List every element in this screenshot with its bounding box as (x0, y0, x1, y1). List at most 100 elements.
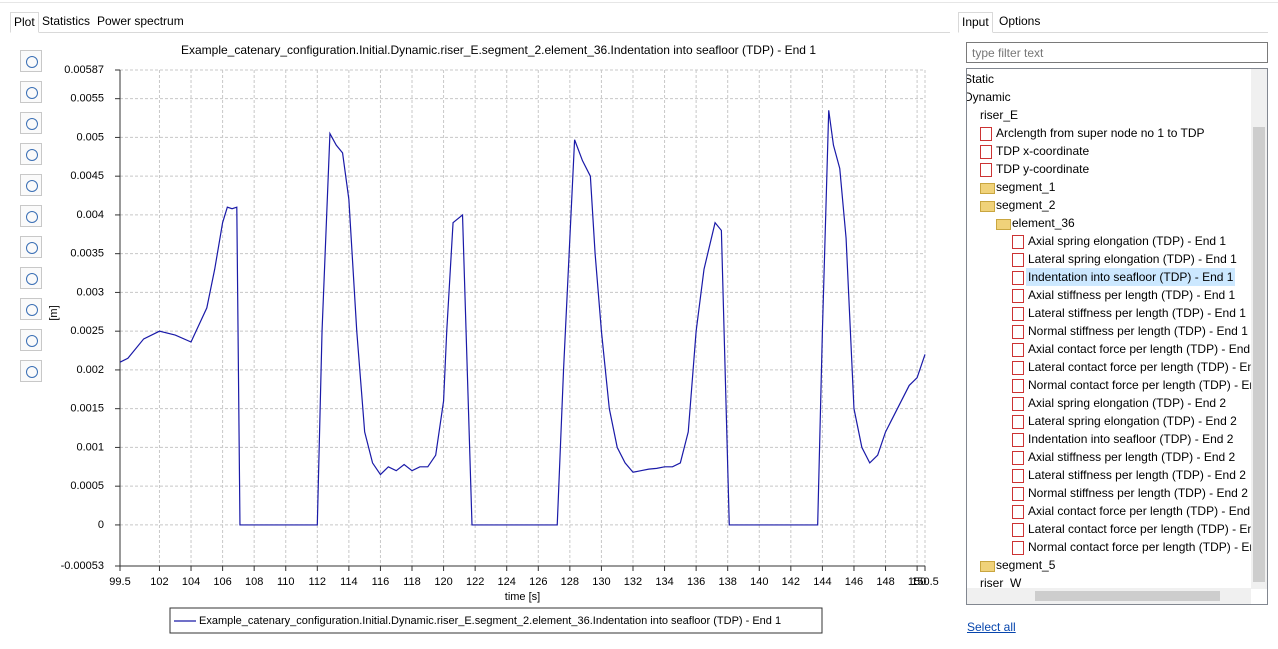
tree-item[interactable]: Lateral contact force per length (TDP) -… (1026, 520, 1267, 538)
tree-item[interactable]: Axial stiffness per length (TDP) - End 1 (1026, 286, 1237, 304)
legend-entry: Example_catenary_configuration.Initial.D… (199, 615, 781, 627)
folder-icon (980, 201, 995, 212)
tree-item-label: Lateral stiffness per length (TDP) - End… (1028, 306, 1246, 320)
y-tick-label: -0.00053 (61, 560, 104, 572)
x-tick-label: 134 (655, 576, 673, 588)
tree-item[interactable]: Normal contact force per length (TDP) - … (1026, 538, 1267, 556)
button-icon (26, 211, 38, 223)
tree-item[interactable]: Axial contact force per length (TDP) - E… (1026, 502, 1262, 520)
tree-item-label: Lateral contact force per length (TDP) -… (1028, 360, 1268, 374)
legend-box (169, 607, 823, 634)
tree-item[interactable]: Normal stiffness per length (TDP) - End … (1026, 484, 1250, 502)
x-tick-label: 148 (876, 576, 894, 588)
tree-item-label: segment_5 (996, 558, 1056, 572)
x-tick-label: 122 (466, 576, 484, 588)
button-icon (26, 56, 38, 68)
button-icon (26, 366, 38, 378)
tree-item[interactable]: Lateral stiffness per length (TDP) - End… (1026, 466, 1248, 484)
tree-item[interactable]: Lateral stiffness per length (TDP) - End… (1026, 304, 1248, 322)
x-tick-label: 116 (372, 576, 390, 588)
tree-item-label: Axial contact force per length (TDP) - E… (1028, 504, 1261, 518)
tree-item[interactable]: Arclength from super node no 1 to TDP (994, 124, 1207, 142)
tree-item-label: Axial spring elongation (TDP) - End 1 (1028, 234, 1227, 248)
x-tick-label: 124 (498, 576, 516, 588)
toolbar-button[interactable] (20, 236, 42, 258)
doc-icon (1012, 469, 1024, 483)
toolbar-button[interactable] (20, 112, 42, 134)
tree-item-label: Indentation into seafloor (TDP) - End 2 (1028, 432, 1234, 446)
tab[interactable]: Power spectrum (97, 14, 184, 28)
tree-item[interactable]: Normal stiffness per length (TDP) - End … (1026, 322, 1250, 340)
tree-item-label: Indentation into seafloor (TDP) - End 1 (1028, 270, 1234, 284)
tree-item-label: element_36 (1012, 216, 1075, 230)
tree-item[interactable]: segment_5 (994, 556, 1057, 574)
y-tick-label: 0.0015 (70, 403, 104, 415)
y-tick-label: 0.00587 (64, 64, 104, 76)
tree: riser_W segment_5 Normal contact force per… (966, 68, 1268, 605)
doc-icon (1012, 415, 1024, 429)
doc-icon (1012, 343, 1024, 357)
tab[interactable]: Input (958, 12, 993, 33)
tree-item-label: riser_W (980, 576, 1022, 590)
tree-item-label: Axial spring elongation (TDP) - End 2 (1028, 396, 1227, 410)
tree-item-label: segment_1 (996, 180, 1056, 194)
tab[interactable]: Options (999, 14, 1041, 28)
toolbar-button[interactable] (20, 329, 42, 351)
y-tick-label: 0.003 (76, 286, 104, 298)
filter-input[interactable] (966, 42, 1268, 63)
tree-item-label: Axial stiffness per length (TDP) - End 1 (1028, 288, 1236, 302)
tree-item[interactable]: Axial spring elongation (TDP) - End 1 (1026, 232, 1228, 250)
toolbar-button[interactable] (20, 143, 42, 165)
toolbar-button[interactable] (20, 267, 42, 289)
tab[interactable]: Statistics (42, 14, 91, 28)
scroll-thumb[interactable] (1035, 591, 1220, 601)
tree-item[interactable]: Lateral spring elongation (TDP) - End 2 (1026, 412, 1239, 430)
x-tick-label: 106 (213, 576, 231, 588)
toolbar-button[interactable] (20, 81, 42, 103)
tree-item[interactable]: TDP y-coordinate (994, 160, 1091, 178)
y-tick-label: 0.0045 (70, 170, 104, 182)
tree-item[interactable]: riser_W (978, 574, 1023, 592)
scroll-thumb[interactable] (1253, 127, 1265, 582)
tree-item[interactable]: Axial spring elongation (TDP) - End 2 (1026, 394, 1228, 412)
tree-item[interactable]: Indentation into seafloor (TDP) - End 1 (1026, 268, 1236, 286)
tree-item[interactable]: segment_1 (994, 178, 1057, 196)
x-tick-label: 112 (309, 576, 327, 588)
tree-item-label: Normal stiffness per length (TDP) - End … (1028, 324, 1248, 338)
tree-item[interactable]: Axial contact force per length (TDP) - E… (1026, 340, 1262, 358)
toolbar-button[interactable] (20, 298, 42, 320)
y-axis-label: [m] (48, 305, 60, 320)
tree-item[interactable]: Axial stiffness per length (TDP) - End 2 (1026, 448, 1237, 466)
toolbar-button[interactable] (20, 205, 42, 227)
tree-item[interactable]: TDP x-coordinate (994, 142, 1091, 160)
v-scrollbar[interactable] (1251, 69, 1267, 589)
button-icon (26, 149, 38, 161)
button-icon (26, 87, 38, 99)
toolbar-button[interactable] (20, 50, 42, 72)
toolbar-button[interactable] (20, 174, 42, 196)
x-tick-label: 144 (813, 576, 831, 588)
tree-item[interactable]: Lateral spring elongation (TDP) - End 1 (1026, 250, 1239, 268)
tree-item[interactable]: Dynamic (966, 88, 1013, 106)
tree-item[interactable]: segment_2 (994, 196, 1057, 214)
y-tick-label: 0.005 (76, 131, 104, 143)
select-all-link[interactable]: Select all (967, 620, 1016, 634)
x-tick-label: 108 (245, 576, 263, 588)
tree-item-label: Dynamic (966, 90, 1011, 104)
tree-item[interactable]: Indentation into seafloor (TDP) - End 2 (1026, 430, 1235, 448)
h-scrollbar[interactable] (967, 588, 1251, 604)
tab[interactable]: Plot (10, 12, 39, 33)
tree-item-label: Normal contact force per length (TDP) - … (1028, 378, 1268, 392)
button-icon (26, 304, 38, 316)
tree-item-label: segment_2 (996, 198, 1056, 212)
tree-item[interactable]: Static (967, 70, 996, 88)
doc-icon (1012, 487, 1024, 501)
tree-item[interactable]: Normal contact force per length (TDP) - … (1026, 376, 1268, 394)
tree-item[interactable]: Lateral contact force per length (TDP) -… (1026, 358, 1268, 376)
tree-item[interactable]: element_36 (1010, 214, 1077, 232)
doc-icon (1012, 397, 1024, 411)
tree-item[interactable]: riser_E (978, 106, 1020, 124)
toolbar-button[interactable] (20, 360, 42, 382)
chart: Example_catenary_configuration.Initial.D… (48, 43, 939, 634)
